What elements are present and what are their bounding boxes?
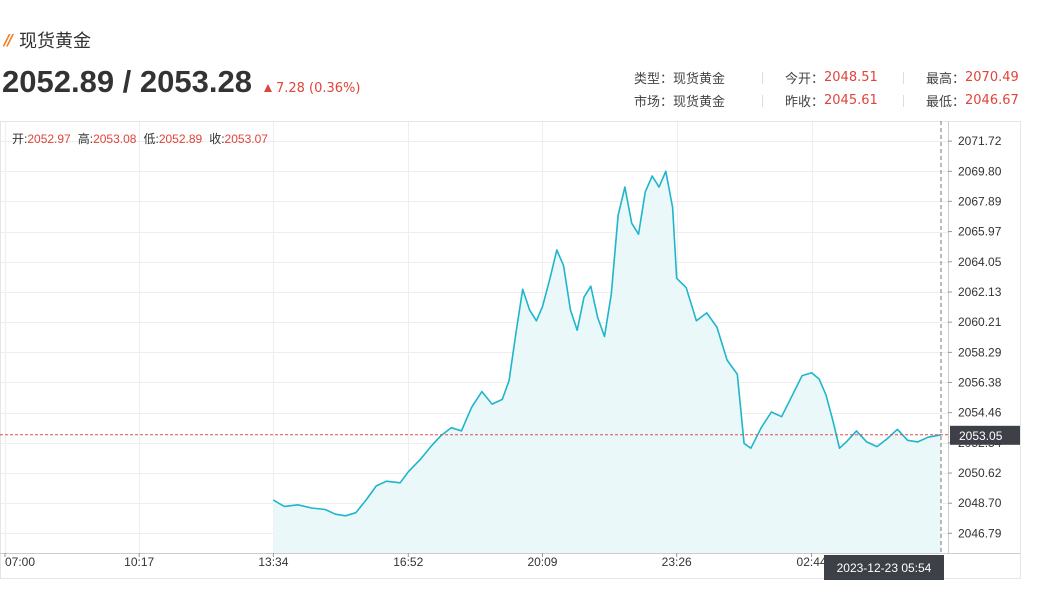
y-tick-label: 2071.72 xyxy=(958,134,1002,148)
info-type: 类型： 现货黄金 xyxy=(634,68,762,87)
y-tick-label: 2062.13 xyxy=(958,285,1002,299)
y-tick-label: 2054.46 xyxy=(958,406,1002,420)
info-divider xyxy=(762,94,763,107)
price-line: 2052.89 / 2053.28 7.28 (0.36%) xyxy=(2,64,360,100)
info-divider xyxy=(903,94,904,107)
crosshair-time-label-bg xyxy=(823,555,944,580)
y-tick-label: 2058.29 xyxy=(958,345,1002,359)
crosshair-time-value: 2023-12-23 05:54 xyxy=(837,561,932,575)
info-row-1: 类型： 现货黄金 今开： 2048.51 最高： 2070.49 xyxy=(634,66,1022,89)
info-high: 最高： 2070.49 xyxy=(926,68,1022,87)
open-value: 2048.51 xyxy=(824,70,878,85)
svg-text:开:2052.97高:2053.08低:2052.89收:2: 开:2052.97 高:2053.08 低:2052.89 收:2053.07 xyxy=(12,131,268,146)
x-tick-label: 23:26 xyxy=(662,555,692,569)
instrument-header: // 现货黄金 xyxy=(4,27,91,53)
crosshair-price-label: 2053.05 xyxy=(950,425,1020,445)
y-tick-label: 2067.89 xyxy=(958,194,1002,208)
ohlc-open-value: 2052.97 xyxy=(27,132,71,146)
info-open: 今开： 2048.51 xyxy=(785,68,903,87)
market-label: 市场： xyxy=(634,95,674,110)
low-label: 最低： xyxy=(926,95,966,110)
y-tick-label: 2050.62 xyxy=(958,466,1002,480)
change-value: 7.28 (0.36%) xyxy=(275,81,361,96)
info-market: 市场： 现货黄金 xyxy=(634,91,762,110)
instrument-title: 现货黄金 xyxy=(18,31,91,52)
y-tick-label: 2046.79 xyxy=(958,526,1002,540)
info-prev-close: 昨收： 2045.61 xyxy=(785,91,903,110)
x-axis-ticks: 07:00 10:17 13:34 16:52 20:09 23:26 02:44 xyxy=(4,553,827,569)
crosshair-time-label: 2023-12-23 05:54 xyxy=(823,555,944,580)
x-tick-label: 10:17 xyxy=(124,555,154,569)
x-tick-label: 02:44 xyxy=(797,555,827,569)
y-tick-label: 2060.21 xyxy=(958,315,1002,329)
y-tick-label: 2048.70 xyxy=(958,496,1002,510)
high-label: 最高： xyxy=(926,72,966,87)
info-divider xyxy=(903,71,904,84)
prev-close-label: 昨收： xyxy=(785,95,825,110)
open-label: 今开： xyxy=(785,72,825,87)
y-tick-label: 2065.97 xyxy=(958,225,1002,239)
ohlc-open-label: 开: xyxy=(12,132,27,146)
y-tick-label: 2064.05 xyxy=(958,255,1002,269)
x-tick-label: 13:34 xyxy=(258,555,288,569)
price-change: 7.28 (0.36%) xyxy=(263,81,361,96)
high-value: 2070.49 xyxy=(965,70,1019,85)
ohlc-close-label: 收: xyxy=(209,132,224,146)
prev-close-value: 2045.61 xyxy=(824,93,878,108)
ohlc-close-value: 2053.07 xyxy=(225,132,269,146)
type-value: 现货黄金 xyxy=(673,72,726,87)
ohlc-low-value: 2052.89 xyxy=(159,132,203,146)
price-area xyxy=(273,171,941,554)
ohlc-high-label: 高: xyxy=(78,131,93,146)
info-divider xyxy=(762,71,763,84)
y-axis-ticks: 2071.72 2069.80 2067.89 2065.97 2064.05 2062.… xyxy=(948,134,1002,540)
ohlc-readout: 开:2052.97 高:2053.08 低:2052.89 收:2053.07 xyxy=(12,131,268,146)
crosshair-price-label-bg xyxy=(950,425,1020,445)
bid-ask-price: 2052.89 / 2053.28 xyxy=(2,64,252,99)
x-tick-label: 20:09 xyxy=(527,555,557,569)
market-value: 现货黄金 xyxy=(673,95,726,110)
x-tick-label: 16:52 xyxy=(393,555,423,569)
y-tick-label: 2056.38 xyxy=(958,375,1002,389)
price-line-series xyxy=(272,170,942,517)
intraday-price-chart[interactable]: 2071.72 2069.80 2067.89 2065.97 2064.05 2062.… xyxy=(0,121,1038,589)
x-tick-label: 07:00 xyxy=(5,555,35,569)
arrow-up-icon xyxy=(263,84,272,92)
crosshair-price-value: 2053.05 xyxy=(959,429,1003,443)
quote-info-panel: 类型： 现货黄金 今开： 2048.51 最高： 2070.49 市场： 现货黄… xyxy=(634,66,1022,112)
info-low: 最低： 2046.67 xyxy=(926,91,1022,110)
low-value: 2046.67 xyxy=(965,93,1019,108)
brand-slash-icon: // xyxy=(4,31,13,49)
y-tick-label: 2069.80 xyxy=(958,164,1002,178)
ohlc-high-value: 2053.08 xyxy=(93,132,137,146)
ohlc-low-label: 低: xyxy=(143,132,158,146)
info-row-2: 市场： 现货黄金 昨收： 2045.61 最低： 2046.67 xyxy=(634,89,1022,112)
type-label: 类型： xyxy=(634,72,674,87)
plot-frame xyxy=(0,121,1021,579)
